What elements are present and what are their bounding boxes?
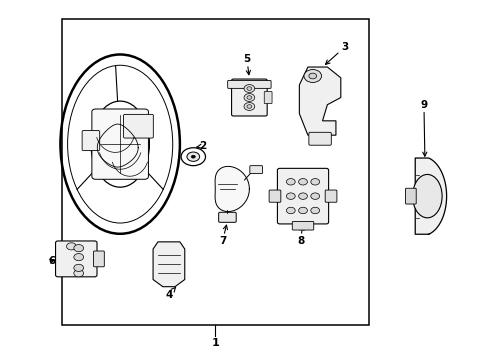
Polygon shape xyxy=(215,166,249,212)
Text: 7: 7 xyxy=(219,225,227,246)
FancyBboxPatch shape xyxy=(277,168,328,224)
Circle shape xyxy=(181,148,205,166)
Text: 2: 2 xyxy=(196,141,206,151)
Text: 3: 3 xyxy=(325,42,347,64)
Circle shape xyxy=(186,152,199,161)
Ellipse shape xyxy=(412,175,441,218)
FancyBboxPatch shape xyxy=(56,241,97,277)
Circle shape xyxy=(74,264,83,271)
Circle shape xyxy=(286,207,295,214)
Circle shape xyxy=(286,193,295,199)
Circle shape xyxy=(286,179,295,185)
Text: 8: 8 xyxy=(296,226,304,246)
Circle shape xyxy=(304,69,321,82)
Circle shape xyxy=(74,244,83,252)
FancyBboxPatch shape xyxy=(227,81,270,88)
Circle shape xyxy=(244,85,254,93)
Circle shape xyxy=(74,253,83,261)
Circle shape xyxy=(66,243,76,250)
Circle shape xyxy=(298,207,307,214)
FancyBboxPatch shape xyxy=(268,190,280,202)
Circle shape xyxy=(246,96,251,99)
Polygon shape xyxy=(414,158,446,234)
FancyBboxPatch shape xyxy=(249,166,262,174)
Circle shape xyxy=(244,94,254,102)
FancyBboxPatch shape xyxy=(231,79,266,116)
FancyBboxPatch shape xyxy=(123,114,153,138)
Circle shape xyxy=(310,193,319,199)
FancyBboxPatch shape xyxy=(292,221,313,230)
Text: 5: 5 xyxy=(243,54,250,75)
Polygon shape xyxy=(299,67,340,135)
Bar xyxy=(61,19,368,325)
Circle shape xyxy=(244,103,254,111)
FancyBboxPatch shape xyxy=(264,91,271,104)
Circle shape xyxy=(246,87,251,90)
Polygon shape xyxy=(153,242,184,287)
FancyBboxPatch shape xyxy=(308,132,330,145)
Text: 6: 6 xyxy=(48,256,56,266)
Circle shape xyxy=(310,207,319,214)
Circle shape xyxy=(310,179,319,185)
Circle shape xyxy=(191,155,195,158)
Circle shape xyxy=(308,73,316,79)
FancyBboxPatch shape xyxy=(218,212,236,222)
FancyBboxPatch shape xyxy=(92,109,148,179)
Circle shape xyxy=(298,193,307,199)
Text: 4: 4 xyxy=(165,287,175,300)
FancyBboxPatch shape xyxy=(82,131,100,150)
Circle shape xyxy=(298,179,307,185)
Circle shape xyxy=(246,105,251,108)
FancyBboxPatch shape xyxy=(405,188,415,204)
Circle shape xyxy=(74,270,83,277)
FancyBboxPatch shape xyxy=(325,190,336,202)
Text: 9: 9 xyxy=(420,100,427,156)
FancyBboxPatch shape xyxy=(93,251,104,267)
Text: 1: 1 xyxy=(211,338,219,348)
